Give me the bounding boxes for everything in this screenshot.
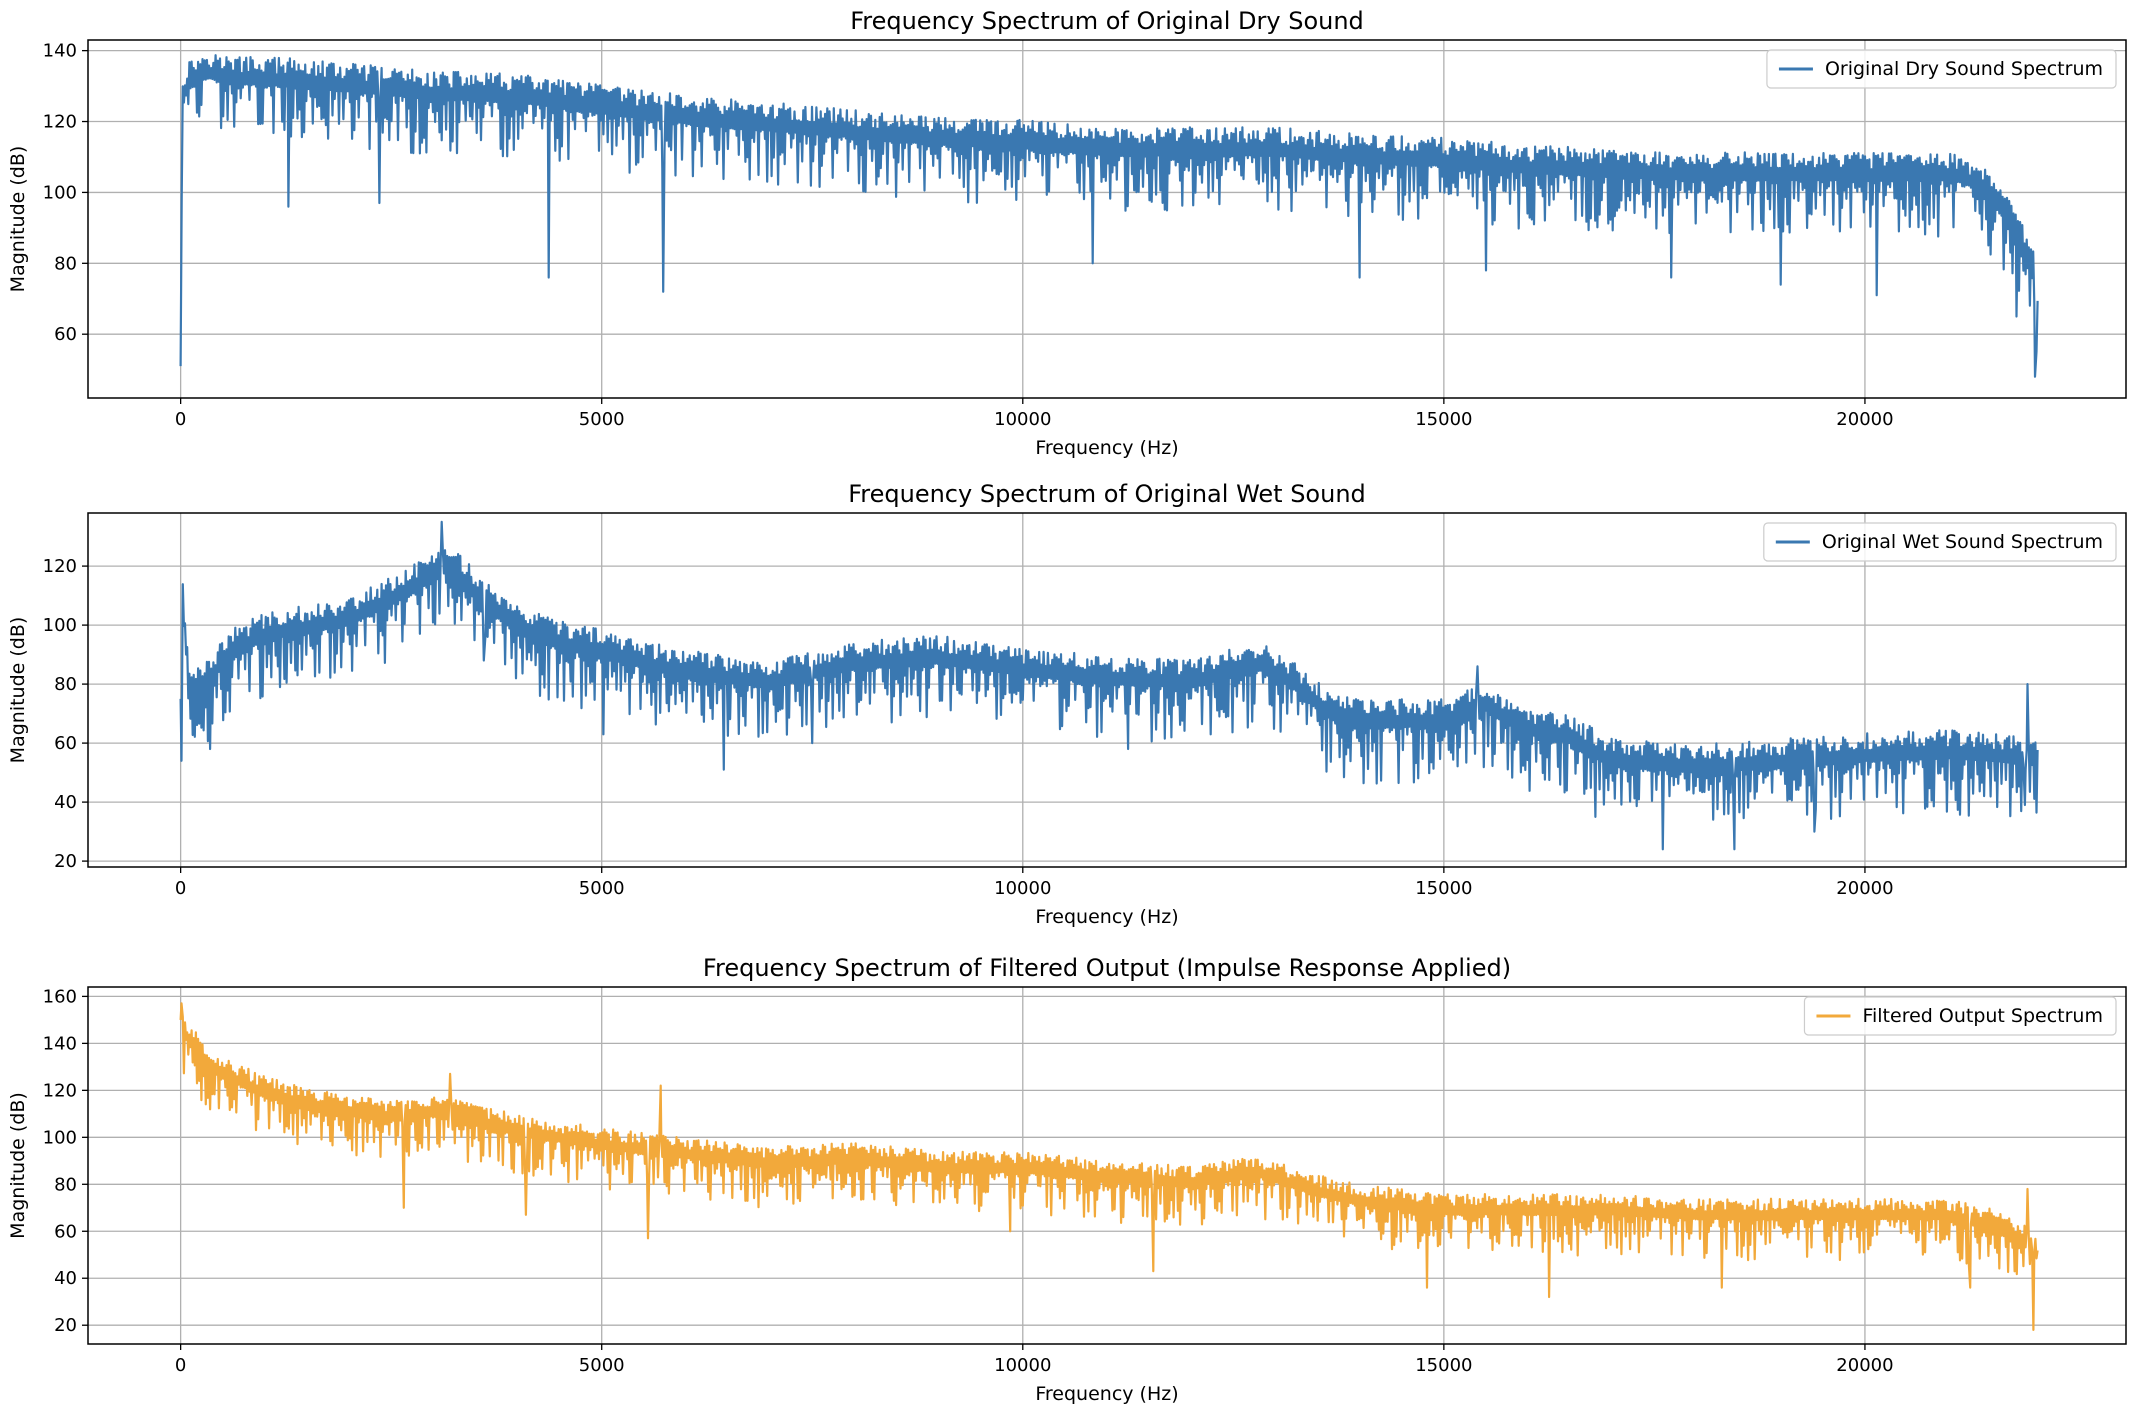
x-tick-label: 5000 [579, 878, 625, 899]
y-tick-label: 100 [43, 615, 77, 636]
x-tick-label: 5000 [579, 409, 625, 430]
x-tick-label: 20000 [1836, 409, 1893, 430]
chart-panel-1: 0 5000 10000 15000 20000 60 80 100 120 140 Frequen… [7, 7, 2127, 459]
y-tick-label: 120 [43, 1080, 77, 1101]
legend-label: Original Wet Sound Spectrum [1822, 531, 2103, 553]
legend-label: Original Dry Sound Spectrum [1825, 58, 2103, 80]
y-tick-label: 120 [43, 556, 77, 577]
y-tick-label: 120 [43, 112, 77, 133]
legend: Filtered Output Spectrum [1803, 996, 2117, 1036]
axes-frame [87, 39, 2127, 399]
chart-title: Frequency Spectrum of Filtered Output (I… [703, 954, 1511, 982]
x-axis-label: Frequency (Hz) [1035, 906, 1178, 928]
x-axis-label: Frequency (Hz) [1035, 437, 1178, 459]
x-axis-label: Frequency (Hz) [1035, 1383, 1178, 1405]
chart-panel-2: 0 5000 10000 15000 20000 20 40 60 80 100 120 Freque… [7, 480, 2127, 928]
y-tick-label: 80 [54, 1174, 77, 1195]
chart-panel-3: 0 5000 10000 15000 20000 20 40 60 80 100 120 140 160… [7, 954, 2127, 1405]
y-axis-label: Magnitude (dB) [7, 146, 29, 293]
legend: Original Dry Sound Spectrum [1766, 49, 2117, 89]
x-tick-label: 15000 [1415, 878, 1472, 899]
x-tick-label: 20000 [1836, 878, 1893, 899]
y-tick-label: 140 [43, 41, 77, 62]
x-tick-label: 10000 [994, 878, 1051, 899]
series-line-1 [179, 520, 2039, 851]
x-tick-label: 0 [175, 1355, 186, 1376]
x-tick-label: 10000 [994, 1355, 1051, 1376]
x-tick-label: 20000 [1836, 1355, 1893, 1376]
y-tick-label: 100 [43, 182, 77, 203]
legend-box [1763, 522, 2117, 562]
y-tick-label: 60 [54, 733, 77, 754]
y-tick-label: 80 [54, 253, 77, 274]
y-tick-label: 160 [43, 986, 77, 1007]
y-tick-label: 60 [54, 324, 77, 345]
x-tick-label: 0 [175, 409, 186, 430]
y-tick-label: 20 [54, 851, 77, 872]
y-axis-label: Magnitude (dB) [7, 1092, 29, 1239]
series-line-1 [179, 54, 2039, 378]
series-line-1 [179, 1002, 2039, 1331]
y-tick-label: 140 [43, 1033, 77, 1054]
y-tick-label: 80 [54, 674, 77, 695]
legend-label: Filtered Output Spectrum [1862, 1005, 2103, 1027]
y-tick-label: 100 [43, 1127, 77, 1148]
y-tick-label: 60 [54, 1221, 77, 1242]
legend: Original Wet Sound Spectrum [1763, 522, 2117, 562]
x-tick-label: 5000 [579, 1355, 625, 1376]
y-axis-label: Magnitude (dB) [7, 617, 29, 764]
y-tick-label: 40 [54, 792, 77, 813]
legend-box [1803, 996, 2117, 1036]
y-tick-label: 40 [54, 1268, 77, 1289]
x-tick-label: 15000 [1415, 1355, 1472, 1376]
axes-frame [87, 986, 2127, 1345]
x-tick-label: 15000 [1415, 409, 1472, 430]
chart-title: Frequency Spectrum of Original Wet Sound [848, 480, 1366, 508]
axes-frame [87, 512, 2127, 868]
y-tick-label: 20 [54, 1315, 77, 1336]
x-tick-label: 10000 [994, 409, 1051, 430]
x-tick-label: 0 [175, 878, 186, 899]
legend-box [1766, 49, 2117, 89]
chart-title: Frequency Spectrum of Original Dry Sound [850, 7, 1364, 35]
